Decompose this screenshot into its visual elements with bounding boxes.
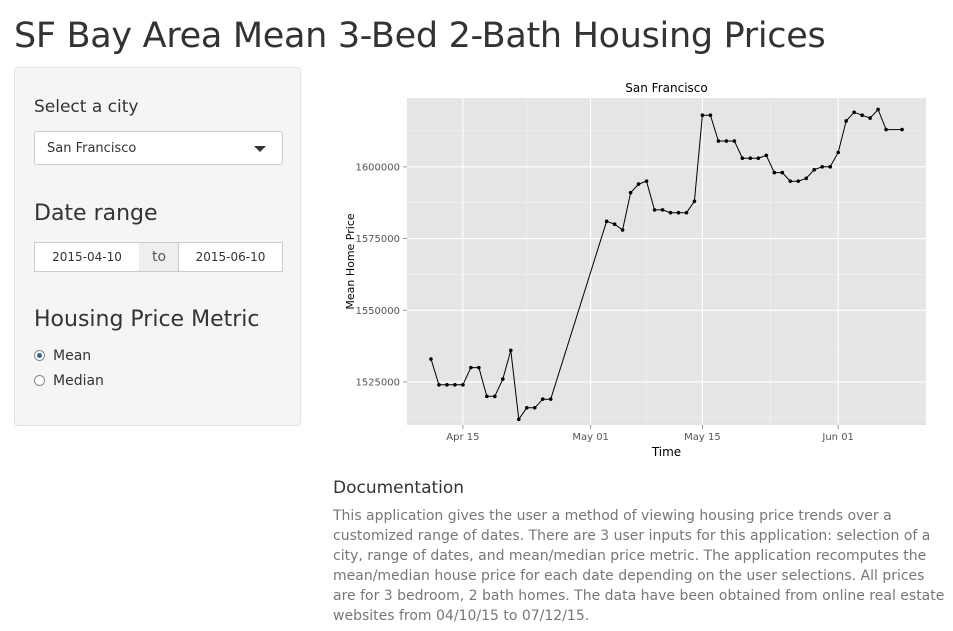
data-point [692, 199, 697, 204]
metric-label: Housing Price Metric [34, 307, 260, 332]
data-point [429, 357, 433, 361]
documentation-heading: Documentation [333, 478, 465, 498]
page-title: SF Bay Area Mean 3-Bed 2-Bath Housing Pr… [14, 16, 826, 56]
data-point [740, 156, 745, 161]
data-point [548, 397, 553, 401]
data-point [453, 383, 457, 387]
plot-panel [407, 98, 926, 425]
data-point [636, 182, 641, 186]
y-axis-label: Mean Home Price [344, 213, 357, 310]
radio-unselected-icon[interactable] [34, 375, 45, 386]
data-point [828, 165, 832, 169]
data-point [900, 127, 904, 132]
data-point [612, 222, 617, 227]
chart-title: San Francisco [625, 81, 707, 95]
tick-label-x: Apr 15 [446, 432, 479, 443]
data-point [780, 170, 785, 175]
radio-mean[interactable]: Mean [34, 348, 91, 364]
data-point [501, 377, 505, 381]
data-point [812, 167, 817, 172]
city-select[interactable]: San Francisco [34, 131, 283, 165]
data-point [788, 179, 793, 183]
data-point [860, 113, 864, 118]
data-point [764, 153, 769, 158]
date-range-separator: to [139, 242, 179, 272]
data-point [437, 383, 441, 387]
data-point [516, 417, 521, 422]
data-point [445, 383, 449, 387]
data-point [524, 405, 529, 410]
data-point [796, 179, 801, 183]
data-point [469, 365, 473, 370]
data-point [852, 110, 856, 115]
city-select-value: San Francisco [47, 141, 137, 156]
data-point [532, 405, 537, 410]
data-point [884, 127, 888, 132]
sidebar-panel: Select a city San Francisco Date range 2… [14, 67, 301, 426]
price-chart: 1525000 1550000 1575000 1600000 Apr 15 May 01… [344, 81, 926, 459]
radio-median[interactable]: Median [34, 373, 104, 389]
data-point [628, 190, 633, 195]
date-start-input[interactable]: 2015-04-10 [34, 242, 140, 272]
data-point [620, 228, 625, 232]
data-point [748, 156, 753, 161]
documentation-text: This application gives the user a method… [333, 508, 945, 624]
tick-label-y: 1600000 [355, 162, 400, 173]
data-point [509, 348, 513, 353]
data-point [652, 208, 657, 212]
data-point [604, 219, 609, 224]
data-point [708, 113, 713, 118]
data-point [684, 210, 689, 215]
data-point [668, 210, 673, 215]
data-point [724, 139, 729, 143]
tick-label-x: May 01 [572, 432, 609, 443]
data-point [836, 150, 840, 155]
data-point [804, 176, 809, 181]
tick-label-y: 1525000 [355, 377, 400, 388]
data-point [477, 365, 481, 370]
data-point [644, 179, 649, 183]
tick-label-x: May 15 [684, 432, 721, 443]
data-point [485, 394, 489, 399]
data-point [772, 170, 777, 175]
data-point [676, 210, 681, 215]
data-point [493, 394, 497, 399]
date-end-input[interactable]: 2015-06-10 [178, 242, 283, 272]
x-axis-label: Time [651, 445, 681, 459]
data-point [716, 139, 721, 143]
radio-mean-label: Mean [53, 348, 92, 364]
tick-label-y: 1550000 [355, 306, 400, 317]
data-point [461, 383, 465, 387]
data-point [700, 113, 705, 118]
data-point [660, 208, 665, 212]
data-point [868, 116, 872, 120]
data-point [844, 119, 848, 123]
data-point [820, 165, 824, 169]
tick-label-x: Jun 01 [821, 432, 854, 443]
chevron-down-icon [254, 146, 266, 152]
data-point [732, 139, 737, 143]
data-point [756, 156, 761, 161]
radio-median-label: Median [53, 373, 104, 389]
data-point [876, 107, 880, 112]
data-point [540, 397, 545, 401]
tick-label-y: 1575000 [355, 234, 400, 245]
date-range-label: Date range [34, 201, 158, 226]
radio-selected-icon[interactable] [34, 350, 45, 361]
city-label: Select a city [34, 97, 139, 117]
